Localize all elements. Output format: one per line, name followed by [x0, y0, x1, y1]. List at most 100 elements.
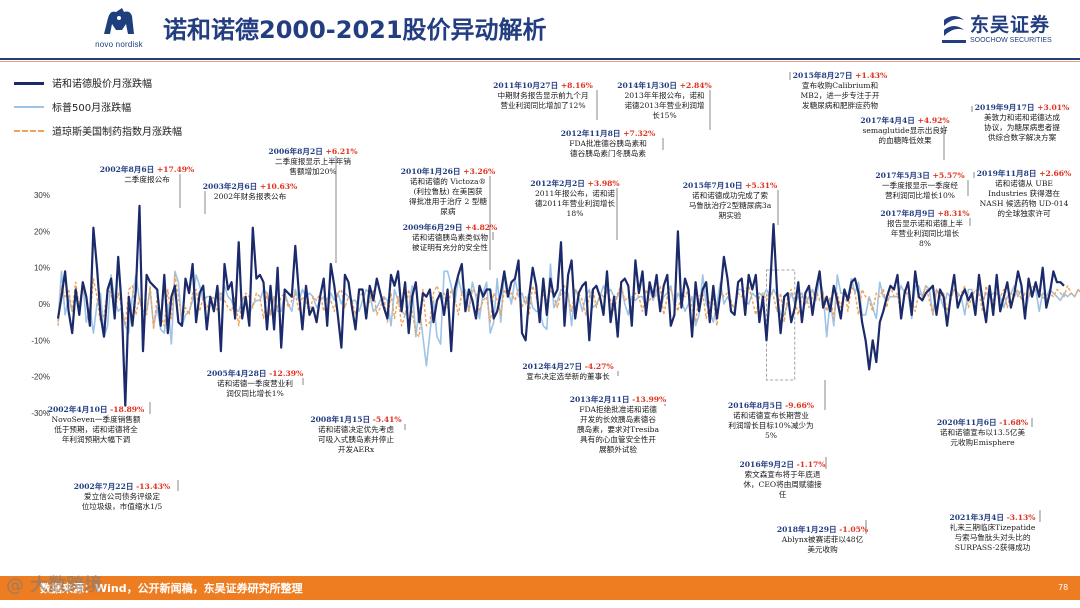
annotation-text: 爱立信公司债务评级定	[84, 491, 160, 501]
annotation-pct: +6.21%	[326, 147, 359, 156]
annotation-date: 2010年1月26日	[401, 166, 463, 176]
annotation-pct: -3.13%	[1007, 513, 1037, 522]
annotation-date: 2014年1月30日	[617, 80, 679, 90]
series-line-2	[57, 274, 1080, 338]
annotation-text: 协议，为糖尿病患者提	[984, 122, 1060, 132]
annotation-text: 礼来三期临床Tizepatide	[950, 522, 1036, 532]
annotation-pct: -4.27%	[585, 362, 615, 371]
annotation-text: MB2，进一步专注于开	[801, 90, 880, 100]
annotation-header: 2006年8月2日 +6.21%	[268, 146, 358, 156]
y-tick-label: 0%	[38, 300, 50, 309]
annotation-header: 2019年11月8日 +2.66%	[977, 168, 1072, 178]
annotation-text: 展额外试验	[599, 444, 637, 454]
annotation-text: 诺和诺德成功完成了索	[692, 190, 768, 200]
annotation-pct: +8.31%	[938, 209, 971, 218]
annotation-header: 2002年8月6日 +17.49%	[100, 164, 195, 174]
y-tick-label: -30%	[31, 409, 50, 418]
legend-item: 标普500月涨跌幅	[14, 96, 214, 120]
annotation-date: 2009年6月29日	[403, 222, 465, 232]
annotation-header: 2012年4月27日 -4.27%	[522, 361, 614, 371]
annotation-text: 诺和诺德决定优先考虑	[318, 424, 394, 434]
annotation-date: 2012年4月27日	[522, 361, 584, 371]
annotation-date: 2002年7月22日	[74, 481, 136, 491]
novo-nordisk-logo: novo nordisk	[86, 4, 152, 54]
footer-bar: 数据来源：Wind，公开新闻稿，东吴证券研究所整理 78	[0, 576, 1080, 600]
annotation-date: 2019年9月17日	[975, 102, 1037, 112]
annotation-pct: +3.26%	[463, 167, 496, 176]
annotation-text: 年营业利润同比增长	[891, 228, 960, 238]
annotation-text: 马鲁肽治疗2型糖尿病3a	[689, 200, 772, 210]
annotation-date: 2011年10月27日	[493, 80, 561, 90]
annotation-header: 2002年4月10日 -18.89%	[48, 404, 145, 414]
annotation-text: 开发AERx	[338, 444, 375, 454]
legend-swatch	[14, 106, 44, 108]
annotation-header: 2015年8月27日 +1.43%	[793, 70, 888, 80]
annotation-text: 5%	[765, 431, 777, 440]
legend-label: 诺和诺德股价月涨跌幅	[52, 79, 152, 90]
annotation-text: 诺德2013年营业利润增	[624, 100, 704, 110]
annotation-header: 2018年1月29日 -1.05%	[777, 524, 869, 534]
annotation-text: 休，CEO将由周赋德接	[743, 479, 822, 489]
annotation-text: 诺和诺德的 Victoza®	[410, 176, 486, 186]
annotation-text: Industries 获得潜在	[988, 188, 1060, 198]
annotation-header: 2016年9月2日 -1.17%	[739, 459, 826, 469]
annotation-text: 二季度报公布	[124, 174, 170, 184]
annotation-pct: -12.39%	[269, 369, 304, 378]
annotation-pct: +5.57%	[933, 171, 966, 180]
soochow-securities-logo: 东吴证券 SOOCHOW SECURITIES	[940, 10, 1076, 52]
annotation-header: 2021年3月4日 -3.13%	[949, 512, 1036, 522]
legend-item: 诺和诺德股价月涨跌幅	[14, 72, 214, 96]
annotation-text: 发糖尿病和肥胖症药物	[802, 100, 878, 110]
annotation-text: 被证明有充分的安全性	[412, 242, 488, 252]
annotation-text: 元收购Emisphere	[950, 437, 1015, 447]
annotation-date: 2017年5月3日	[875, 170, 932, 180]
legend-swatch	[14, 82, 44, 85]
annotation-date: 2017年8月9日	[880, 208, 937, 218]
legend-item: 道琼斯美国制药指数月涨跌幅	[14, 120, 214, 144]
highlight-box	[766, 269, 796, 381]
annotation-pct: -9.66%	[785, 401, 815, 410]
annotation-text: Ablynx被赛诺菲以48亿	[781, 534, 864, 544]
annotation-date: 2018年1月29日	[777, 524, 839, 534]
annotation-text: 美敦力和诺和诺德达成	[984, 112, 1060, 122]
header-divider	[0, 58, 1080, 60]
annotation-text: NASH 候选药物 UD-014	[980, 198, 1069, 208]
annotation-date: 2002年4月10日	[48, 404, 110, 414]
page-number: 78	[1058, 583, 1069, 592]
legend-label: 标普500月涨跌幅	[52, 103, 132, 114]
annotation-text: 一季度报显示一季度经	[882, 180, 958, 190]
annotation-pct: -18.89%	[110, 405, 145, 414]
annotation-pct: +8.16%	[561, 81, 594, 90]
annotation-date: 2008年1月15日	[310, 414, 372, 424]
annotation-text: 德2011年营业利润增长	[535, 198, 615, 208]
annotation-text: 与索马鲁肽头对头比的	[955, 532, 1031, 542]
annotation-date: 2005年4月28日	[207, 368, 269, 378]
annotation-pct: -1.05%	[839, 525, 869, 534]
annotation-text: 诺和诺德宣布长期营业	[733, 410, 809, 420]
y-tick-label: 30%	[34, 191, 50, 200]
annotation-header: 2017年8月9日 +8.31%	[880, 208, 970, 218]
annotation-header: 2002年7月22日 -13.43%	[74, 481, 171, 491]
annotation-header: 2019年9月17日 +3.01%	[975, 102, 1070, 112]
annotation-pct: +5.31%	[745, 181, 778, 190]
annotation-date: 2020年11月6日	[937, 417, 999, 427]
annotation-text: 2011年报公布，诺和诺	[535, 188, 615, 198]
annotation-text: 中期财务报告显示前九个月	[497, 90, 588, 100]
annotation-text: 宣布收购Calibrium和	[802, 80, 878, 90]
annotation-text: 利润增长目标10%减少为	[728, 420, 813, 430]
annotation-date: 2006年8月2日	[268, 146, 325, 156]
series-line-1	[57, 263, 1080, 367]
annotation-text: 8%	[919, 239, 931, 248]
annotation-text: 18%	[567, 209, 584, 218]
annotation-text: 2013年年报公布，诺和	[624, 90, 704, 100]
annotation-text: 供综合数字解决方案	[988, 132, 1057, 142]
soochow-securities-icon	[942, 16, 966, 43]
annotation-header: 2012年2月2日 +3.98%	[530, 178, 620, 188]
annotation-header: 2012年11月8日 +7.32%	[561, 128, 656, 138]
annotation-text: 诺和诺德一季度营业利	[217, 378, 293, 388]
annotation-text: (利拉鲁肽) 在美国获	[413, 186, 482, 196]
y-tick-label: -10%	[31, 336, 50, 345]
annotation-pct: -1.68%	[999, 418, 1029, 427]
annotation-header: 2005年4月28日 -12.39%	[207, 368, 304, 378]
annotation-text: 任	[779, 489, 787, 499]
